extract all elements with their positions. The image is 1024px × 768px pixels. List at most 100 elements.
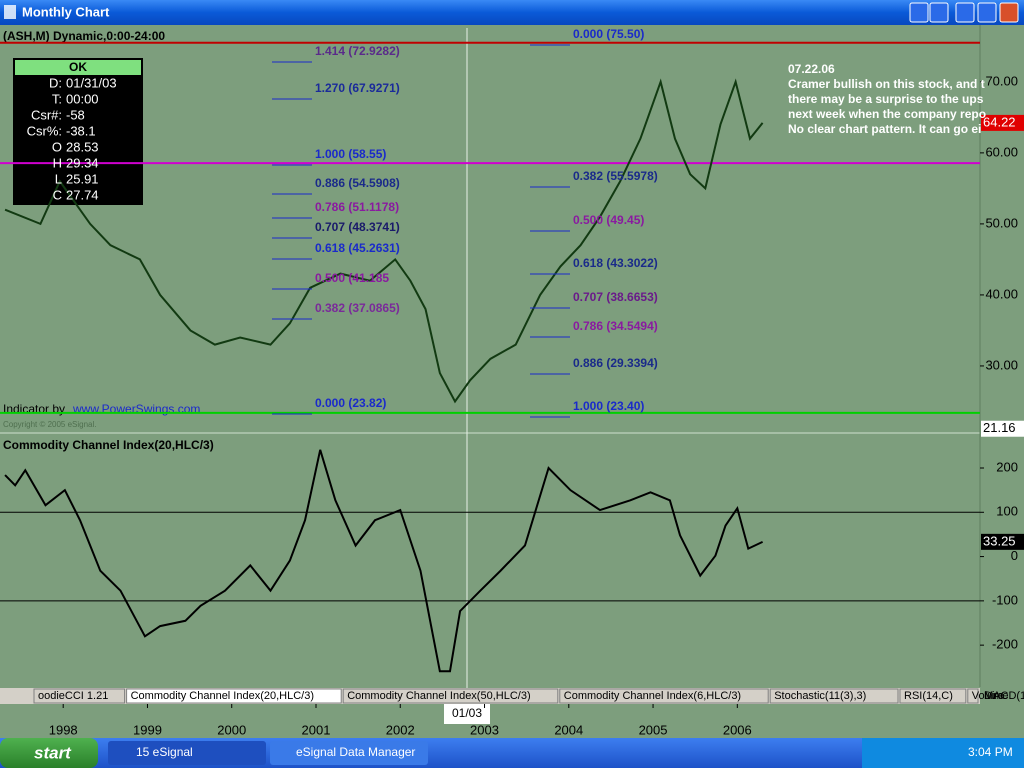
fib-label: 0.618 (45.2631) [315, 241, 400, 255]
data-value: -58 [66, 107, 85, 122]
taskbar-button-label[interactable]: eSignal Data Manager [296, 745, 415, 759]
taskbar-button[interactable] [108, 741, 266, 765]
tab[interactable] [342, 688, 559, 704]
x-tick-label: 2005 [639, 722, 668, 737]
fib-label: 1.000 (23.40) [573, 399, 644, 413]
data-window-header-bg [15, 60, 141, 75]
data-label: D: [49, 75, 62, 90]
tab-label[interactable]: MACD(12,26,9,C) [984, 690, 1024, 702]
annotation-line: there may be a surprise to the ups [788, 92, 984, 106]
fib-label: 0.382 (37.0865) [315, 301, 400, 315]
data-label: C [53, 187, 62, 202]
fib-label: 0.886 (29.3394) [573, 356, 658, 370]
fib-label: 0.707 (38.6653) [573, 290, 658, 304]
tab[interactable] [33, 688, 126, 704]
last-value-label: 64.22 [983, 114, 1016, 129]
fib-label: 0.786 (51.1178) [315, 200, 399, 214]
fib-label: 0.500 (49.45) [573, 213, 644, 227]
data-window-header: OK [69, 60, 87, 74]
tab-label[interactable]: Commodity Channel Index(20,HLC/3) [131, 690, 314, 702]
tab-label[interactable]: Stochastic(11(3),3) [774, 690, 866, 702]
annotation-date: 07.22.06 [788, 62, 835, 76]
taskbar-button[interactable] [270, 741, 428, 765]
dropdown-button[interactable] [909, 2, 929, 23]
data-label: H [53, 155, 62, 170]
y-tick-label: -200 [992, 637, 1018, 652]
tab-label[interactable]: RSI(14,C) [904, 690, 953, 702]
fib-label: 0.382 (55.5978) [573, 169, 658, 183]
tab-label[interactable]: Commodity Channel Index(50,HLC/3) [347, 690, 530, 702]
clock: 3:04 PM [968, 745, 1013, 759]
minimize-button[interactable] [955, 2, 975, 23]
data-label: O [52, 139, 62, 154]
x-tick-label: 2004 [554, 722, 583, 737]
fib-label: 0.707 (48.3741) [315, 220, 400, 234]
fib-label: 1.000 (58.55) [315, 147, 386, 161]
fib-label: 0.000 (75.50) [573, 27, 644, 41]
last-value-label: 33.25 [983, 533, 1016, 548]
y-tick-label: 0 [1011, 548, 1018, 563]
tab-label[interactable]: Volume [972, 690, 1009, 702]
start-label[interactable]: start [34, 743, 72, 762]
tab[interactable] [967, 688, 979, 704]
taskbar-button-label[interactable]: 15 eSignal [136, 745, 193, 759]
tab-label[interactable]: Commodity Channel Index(6,HLC/3) [564, 690, 741, 702]
y-tick-label: -100 [992, 592, 1018, 607]
last-value-box [981, 533, 1024, 550]
data-value: 29.34 [66, 155, 99, 170]
data-value: 01/31/03 [66, 75, 117, 90]
y-tick-label: 40.00 [985, 286, 1018, 301]
x-tick-label: 2003 [470, 722, 499, 737]
data-value: 27.74 [66, 187, 99, 202]
tab-label[interactable]: Dire [984, 690, 1004, 702]
fib-label: 0.500 (41.185 [315, 271, 389, 285]
fib-label: 0.618 (43.3022) [573, 256, 658, 270]
y-tick-label: 70.00 [985, 73, 1018, 88]
title-bar [0, 0, 1024, 25]
fib-label: 0.886 (54.5908) [315, 176, 400, 190]
credit-label: Indicator by [3, 402, 65, 416]
fib-label: 0.000 (23.82) [315, 396, 386, 410]
data-value: 00:00 [66, 91, 99, 106]
data-value: 28.53 [66, 139, 99, 154]
annotation-line: next week when the company repo [788, 107, 986, 121]
restore-button[interactable] [929, 2, 949, 23]
data-label: T: [52, 91, 62, 106]
x-tick-label: 2001 [302, 722, 331, 737]
y-tick-label: 100 [996, 504, 1018, 519]
x-tick-label: 2000 [217, 722, 246, 737]
cursor-date-box [444, 704, 490, 724]
tab[interactable] [899, 688, 967, 704]
y-tick-label: 200 [996, 459, 1018, 474]
system-tray [862, 738, 1024, 768]
y-tick-label: 50.00 [985, 215, 1018, 230]
series-line [4, 449, 764, 673]
fib-label: 0.786 (34.5494) [573, 319, 658, 333]
data-value: -38.1 [66, 123, 96, 138]
data-label: Csr%: [27, 123, 62, 138]
data-label: L [55, 171, 62, 186]
cci-title: Commodity Channel Index(20,HLC/3) [3, 438, 214, 452]
x-tick-label: 1999 [133, 722, 162, 737]
y-tick-label: 30.00 [985, 357, 1018, 372]
fib-label: 1.414 (72.9282) [315, 44, 400, 58]
y-tick-label: 60.00 [985, 144, 1018, 159]
last-value-box [981, 420, 1024, 437]
tab[interactable] [126, 688, 342, 704]
tab-label[interactable]: oodieCCI 1.21 [38, 690, 108, 702]
close-button[interactable] [999, 2, 1019, 23]
credit-link[interactable]: www.PowerSwings.com [72, 402, 200, 416]
maximize-button[interactable] [977, 2, 997, 23]
start-button[interactable] [0, 738, 98, 768]
symbol-title: (ASH,M) Dynamic,0:00-24:00 [3, 29, 165, 43]
cursor-date: 01/03 [452, 706, 482, 720]
last-value-label: 21.16 [983, 420, 1016, 435]
fib-label: 1.270 (67.9271) [315, 81, 400, 95]
data-value: 25.91 [66, 171, 99, 186]
tab[interactable] [769, 688, 899, 704]
tab[interactable] [559, 688, 769, 704]
copyright: Copyright © 2005 eSignal. [3, 420, 97, 429]
